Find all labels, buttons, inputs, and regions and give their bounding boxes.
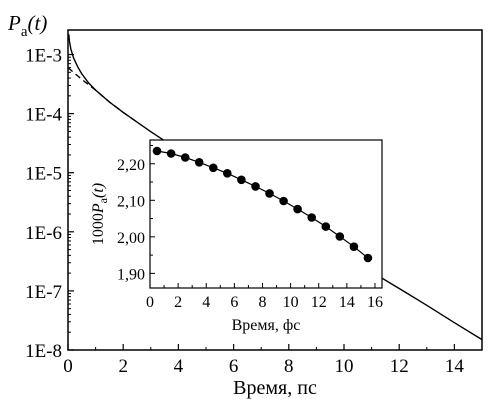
main-series-dashed-fit: [67, 67, 138, 123]
main-y-axis-label: Pa(t): [7, 11, 47, 40]
main-x-tick-label: 14: [445, 356, 465, 377]
inset-data-point: [349, 242, 359, 251]
main-x-tick-label: 6: [229, 356, 239, 377]
main-plot-frame: [67, 29, 483, 351]
main-y-tick-label: 1E-4: [25, 105, 62, 126]
main-chart: 1E-3 1E-4 1E-5 1E-6 1E-7 1E-8 0 2 4 6 8 10 12 14 Pa(…: [7, 11, 483, 399]
main-y-tick-label: 1E-7: [25, 282, 62, 303]
inset-x-tick-label: 4: [202, 294, 210, 311]
main-y-tick-label: 1E-6: [25, 223, 62, 244]
inset-y-tick-label: 2,10: [117, 193, 145, 210]
inset-data-point: [265, 189, 274, 198]
inset-y-axis-label: 1000Pa(t): [90, 183, 110, 245]
inset-data-point: [152, 146, 162, 156]
main-x-tick-label: 8: [284, 356, 294, 377]
inset-x-tick-label: 0: [146, 294, 154, 311]
inset-series-line: [156, 150, 369, 259]
inset-data-point: [237, 175, 246, 185]
main-x-tick-label: 4: [174, 356, 184, 377]
inset-data-point: [307, 213, 317, 222]
main-y-axis: 1E-3 1E-4 1E-5 1E-6 1E-7 1E-8: [25, 46, 74, 362]
inset-plot-background: [150, 140, 382, 288]
inset-data-point: [180, 153, 190, 162]
inset-data-point: [166, 149, 176, 158]
inset-data-point: [363, 253, 373, 263]
inset-plot-frame: [149, 139, 383, 289]
inset-x-tick-label: 14: [339, 294, 355, 311]
main-x-tick-label: 2: [118, 356, 128, 377]
inset-x-tick-label: 6: [230, 294, 238, 311]
inset-x-tick-label: 16: [367, 294, 383, 311]
inset-data-point: [223, 169, 232, 178]
main-x-axis-label: Время, пс: [233, 377, 317, 399]
inset-data-point: [251, 182, 260, 191]
main-x-tick-label: 12: [390, 356, 409, 377]
inset-data-point: [194, 158, 204, 167]
inset-series-group: [152, 146, 373, 263]
inset-x-tick-label: 12: [311, 294, 327, 311]
inset-data-point: [293, 204, 302, 214]
main-x-axis: 0 2 4 6 8 10 12 14: [63, 344, 464, 377]
inset-data-point: [209, 163, 218, 173]
main-x-tick-label: 10: [335, 356, 354, 377]
inset-data-point: [335, 232, 345, 241]
main-y-tick-label: 1E-8: [25, 341, 62, 362]
inset-y-tick-label: 2,00: [117, 230, 145, 247]
inset-y-tick-label: 1,90: [117, 266, 145, 283]
inset-x-tick-label: 10: [283, 294, 299, 311]
inset-data-point: [321, 222, 331, 231]
inset-chart: 1,90 2,00 2,10 2,20 0 2 4 6 8 10 12 14 16 1000Pa(t)…: [90, 139, 383, 334]
main-y-tick-label: 1E-3: [25, 46, 62, 67]
inset-x-tick-label: 8: [258, 294, 266, 311]
inset-x-axis: 0 2 4 6 8 10 12 14 16: [146, 283, 383, 311]
inset-data-point: [279, 196, 288, 206]
inset-x-axis-label: Время, фс: [232, 317, 301, 334]
inset-y-axis: 1,90 2,00 2,10 2,20: [117, 144, 155, 283]
inset-y-tick-label: 2,20: [117, 157, 145, 174]
main-y-tick-label: 1E-5: [25, 164, 62, 185]
inset-x-tick-label: 2: [174, 294, 182, 311]
main-x-tick-label: 0: [63, 356, 73, 377]
